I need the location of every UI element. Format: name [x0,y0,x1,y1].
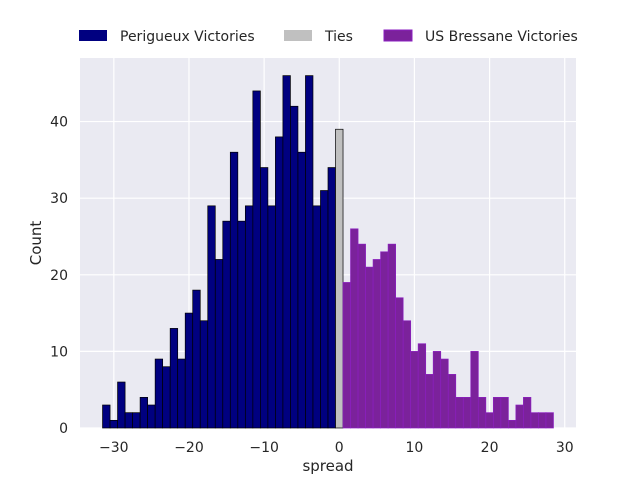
x-tick-label: −10 [249,440,279,456]
bar-0-26 [297,151,306,429]
bar-0-25 [290,105,299,429]
bar-2-6 [387,243,396,429]
bar-2-13 [440,358,449,429]
bar-0-0 [102,404,111,429]
bar-2-23 [515,404,524,429]
legend: Perigueux Victories Ties US Bressane Vic… [79,29,578,45]
bar-0-9 [169,328,179,429]
legend-swatch-ties [284,30,312,41]
bar-2-5 [380,251,389,429]
legend-swatch-bressane [383,29,413,42]
y-axis-label: Count [27,221,45,266]
y-axis-ticks: 0 10 20 30 40 [50,115,68,437]
x-tick-label: −30 [99,440,129,456]
bar-0-13 [199,320,209,429]
bar-0-17 [229,151,239,429]
bar-2-2 [357,243,366,429]
bar-0-18 [237,220,246,429]
bar-0-6 [147,404,156,429]
bar-0-8 [162,366,171,429]
x-tick-label: 20 [481,440,499,456]
bar-1-0 [335,128,344,429]
bar-2-14 [447,374,457,429]
y-tick-label: 10 [50,344,68,360]
bar-2-25 [530,412,539,429]
bar-2-1 [350,228,359,429]
legend-label-ties: Ties [324,29,353,45]
bars [102,75,554,429]
bar-2-0 [342,282,351,429]
x-tick-label: 0 [335,440,344,456]
bar-0-15 [214,259,224,429]
y-tick-label: 0 [59,421,68,437]
legend-label-perigueux: Perigueux Victories [120,29,255,45]
bar-2-24 [523,397,532,429]
bar-0-5 [139,397,148,429]
bar-0-1 [109,419,118,429]
bar-2-8 [402,320,412,429]
bar-0-4 [132,412,141,429]
legend-swatch-perigueux [79,30,107,41]
y-tick-label: 20 [50,268,68,284]
bar-0-29 [320,190,329,429]
bar-0-7 [154,358,164,429]
bar-2-4 [372,259,381,429]
bar-0-27 [305,75,314,429]
x-axis-ticks: −30 −20 −10 0 10 20 30 [99,440,574,456]
bar-0-11 [184,312,194,429]
x-tick-label: 30 [556,440,574,456]
bar-0-16 [222,220,231,429]
bar-0-24 [282,75,291,429]
bar-2-12 [432,351,442,429]
bar-0-3 [124,412,133,429]
bar-2-26 [538,412,547,429]
bar-2-27 [545,412,554,429]
bar-2-3 [365,266,374,429]
bar-0-12 [192,289,201,429]
x-tick-label: −20 [174,440,204,456]
legend-label-bressane: US Bressane Victories [425,29,578,45]
bar-2-9 [410,351,419,429]
bar-0-30 [327,167,336,429]
bar-2-16 [462,397,472,429]
bar-0-19 [244,205,254,429]
bar-0-10 [177,358,186,429]
bar-2-10 [417,343,427,429]
bar-2-18 [477,397,487,429]
bar-0-28 [312,205,321,429]
y-tick-label: 40 [50,115,68,131]
bar-0-22 [267,205,276,429]
y-tick-label: 30 [50,191,68,207]
bar-2-22 [508,419,517,429]
bar-2-20 [492,397,502,429]
bar-2-15 [455,397,464,429]
bar-0-21 [260,167,269,429]
bar-2-17 [470,351,479,429]
bar-0-23 [275,136,284,429]
bar-0-14 [207,205,216,429]
bar-2-11 [425,374,434,429]
bar-2-21 [500,397,509,429]
bar-0-20 [252,90,261,429]
bar-2-7 [395,297,404,429]
bar-0-2 [117,381,126,429]
x-axis-label: spread [302,457,353,475]
bar-2-19 [485,412,494,429]
x-tick-label: 10 [406,440,424,456]
